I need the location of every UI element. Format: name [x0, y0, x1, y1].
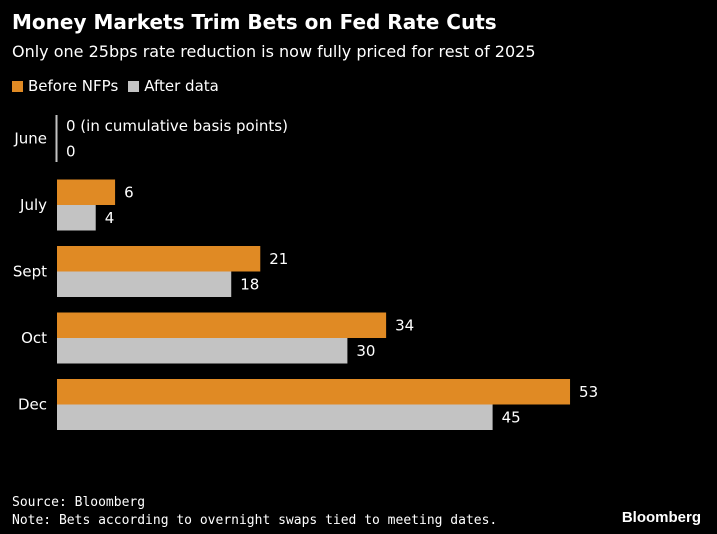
- value-label-dec-after: 45: [502, 408, 521, 426]
- category-label-july: July: [19, 196, 47, 214]
- chart-title: Money Markets Trim Bets on Fed Rate Cuts: [12, 10, 497, 34]
- category-label-oct: Oct: [21, 329, 47, 347]
- legend-swatch-before: [12, 80, 23, 92]
- category-label-june: June: [13, 130, 47, 148]
- bloomberg-logo: Bloomberg: [621, 509, 701, 526]
- bar-sept-before: [57, 246, 261, 272]
- bar-oct-after: [57, 338, 348, 364]
- legend-label-before: Before NFPs: [28, 77, 119, 95]
- chart-subtitle: Only one 25bps rate reduction is now ful…: [12, 42, 536, 61]
- legend-item-before: Before NFPs: [12, 77, 118, 95]
- category-label-dec: Dec: [18, 396, 47, 414]
- legend: Before NFPs After data: [12, 77, 229, 95]
- value-label-june-after: 0: [66, 142, 76, 160]
- bar-july-before: [57, 179, 116, 205]
- legend-label-after: After data: [144, 77, 219, 95]
- value-label-june-before: 0 (in cumulative basis points): [66, 117, 288, 135]
- value-label-july-before: 6: [124, 183, 134, 201]
- value-label-sept-before: 21: [269, 250, 288, 268]
- bar-oct-before: [57, 312, 387, 338]
- source-note: Source: Bloomberg: [12, 495, 146, 510]
- value-label-dec-before: 53: [579, 383, 598, 401]
- methodology-note: Note: Bets according to overnight swaps …: [12, 513, 498, 528]
- bar-july-after: [57, 205, 96, 231]
- legend-item-after: After data: [128, 77, 219, 95]
- value-label-oct-before: 34: [395, 316, 414, 334]
- bar-dec-before: [57, 379, 571, 405]
- value-label-july-after: 4: [105, 209, 115, 227]
- bar-dec-after: [57, 404, 493, 430]
- legend-swatch-after: [128, 80, 140, 92]
- category-label-sept: Sept: [13, 263, 47, 281]
- value-label-oct-after: 30: [356, 342, 375, 360]
- footer: Source: Bloomberg Note: Bets according t…: [12, 494, 497, 530]
- bar-sept-after: [57, 271, 232, 297]
- value-label-sept-after: 18: [240, 275, 259, 293]
